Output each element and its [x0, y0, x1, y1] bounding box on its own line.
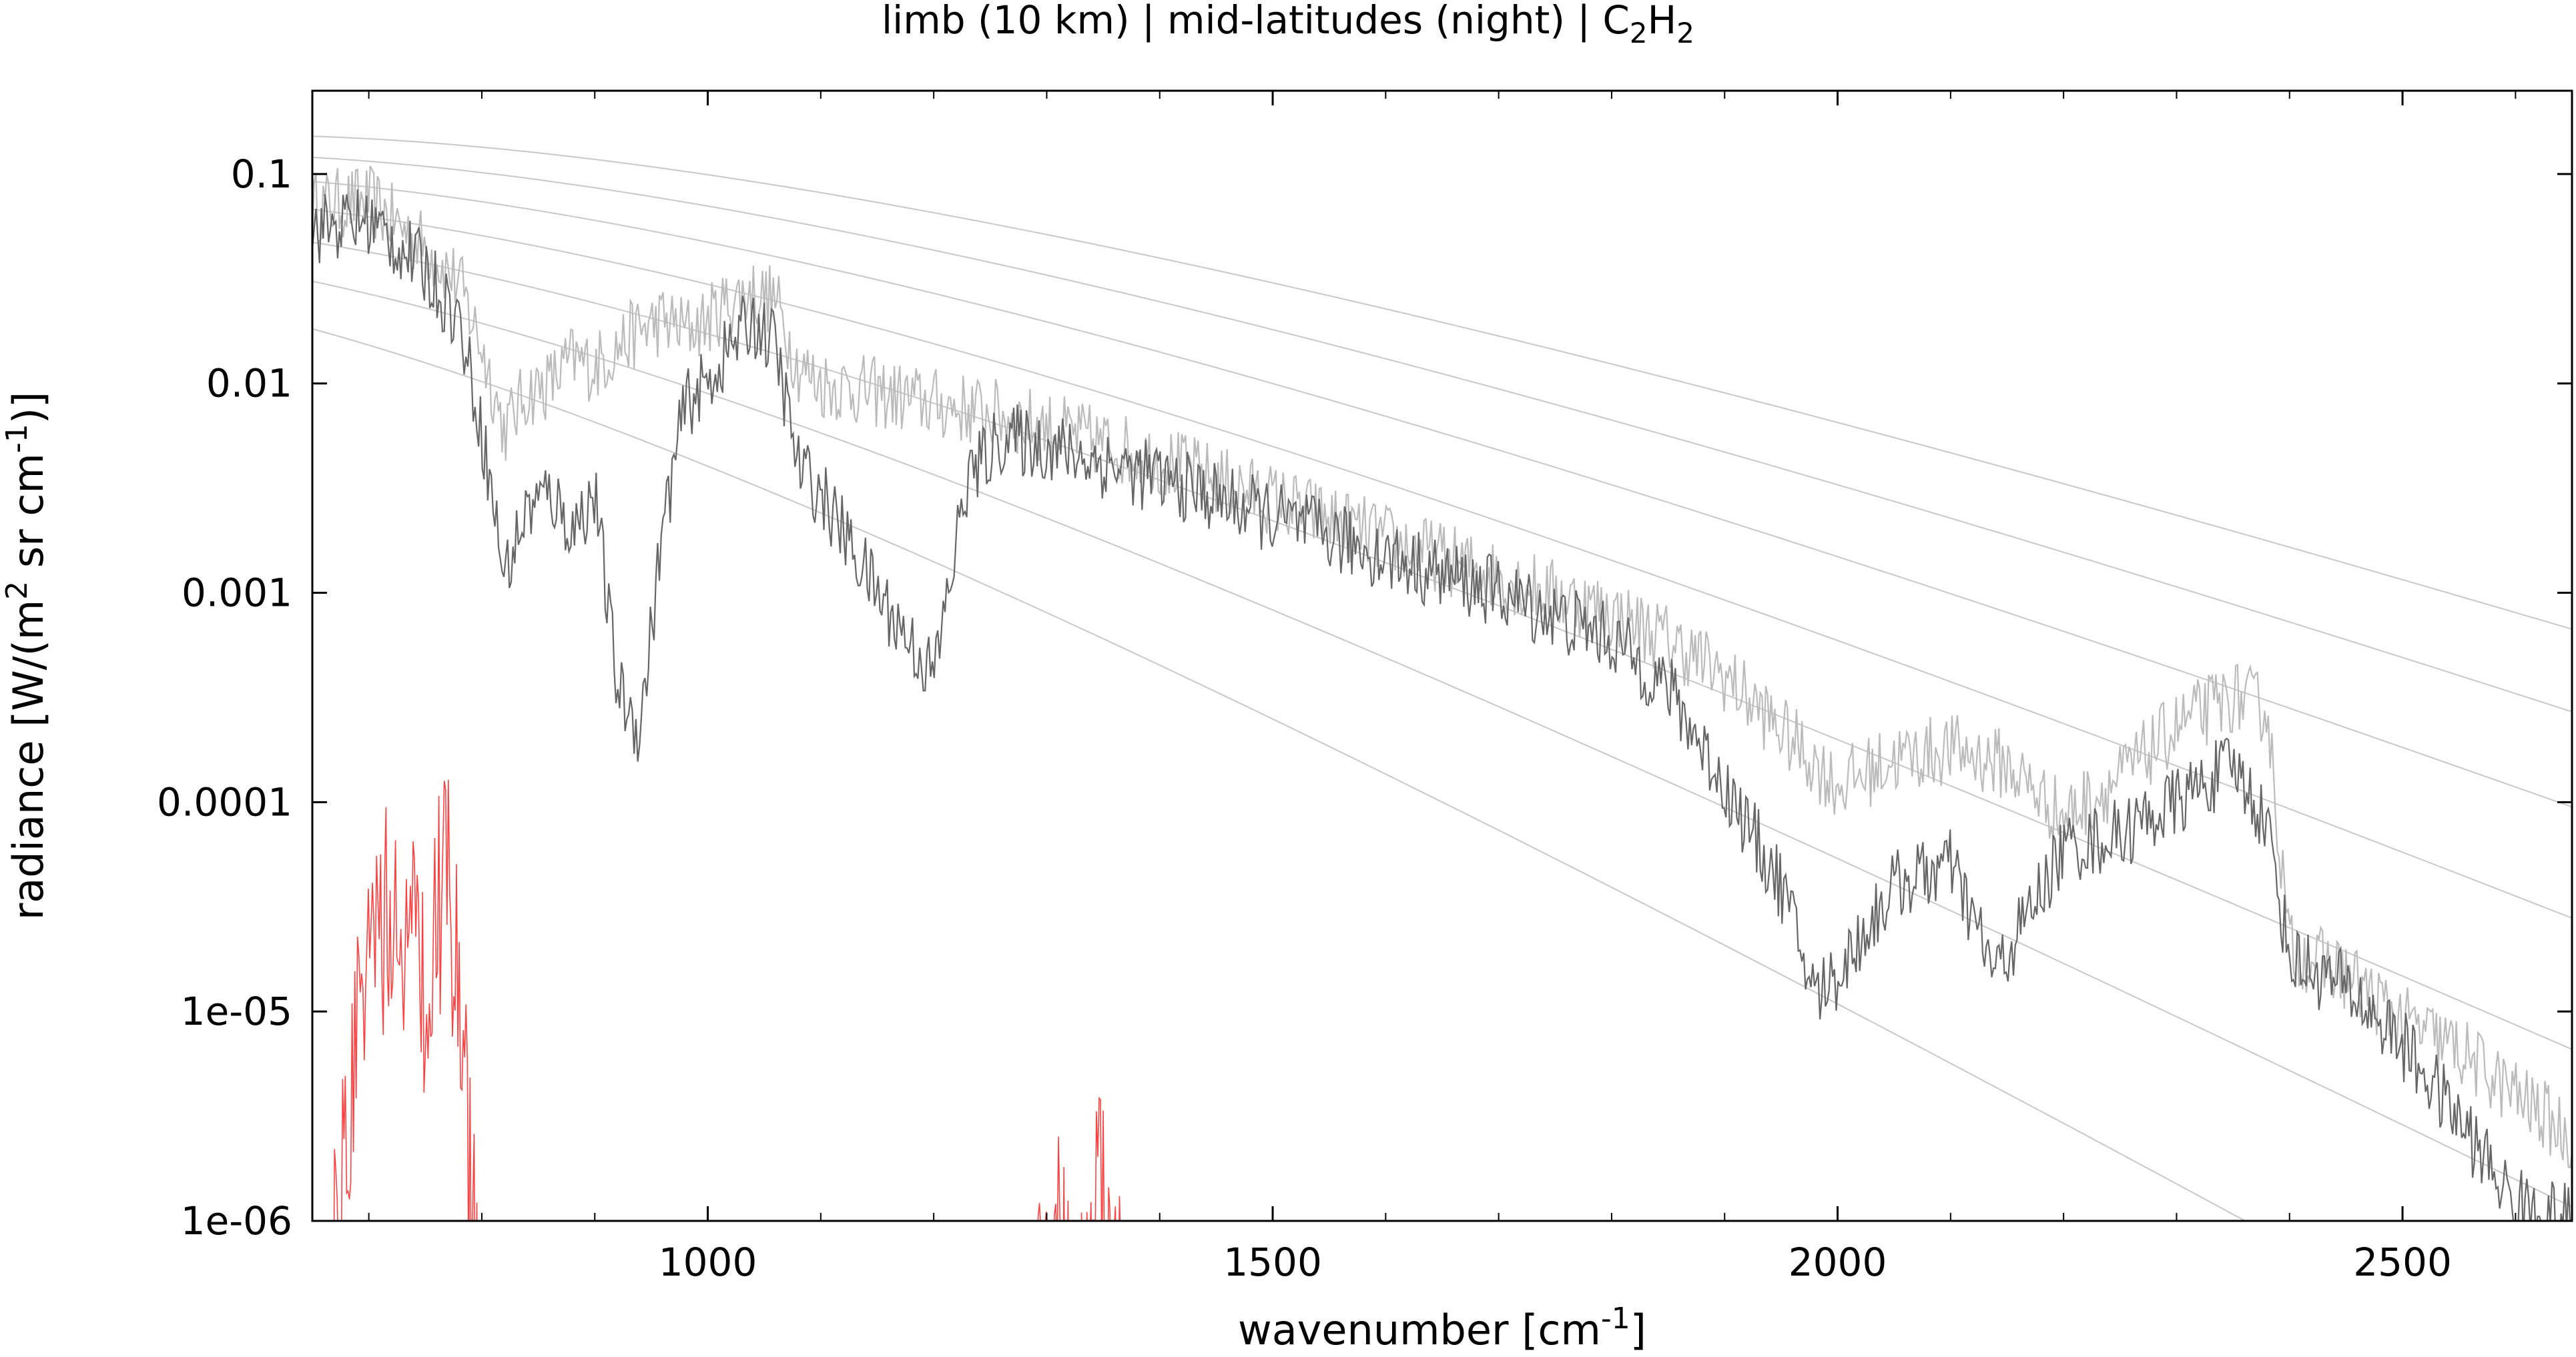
chart-title-sub2: 2 [1676, 17, 1694, 49]
y-tick-label-0.01: 0.01 [206, 361, 292, 406]
x-axis-label: wavenumber [cm-1] [1238, 1302, 1646, 1354]
y-tick-label-0.001: 0.001 [182, 570, 292, 616]
y-tick-label-0.0001: 0.0001 [157, 779, 292, 825]
planck-curve-300K [312, 135, 2572, 630]
y-axis-ticks: 0.1 0.01 0.001 0.0001 1e-05 1e-06 [157, 151, 2572, 1244]
plot-frame [311, 89, 2573, 1222]
series-c2h2-contribution-band-2 [1037, 1096, 1121, 1221]
plot-area: 1000 1500 2000 2500 0.1 0.01 0.001 0.0001 1e-05… [157, 89, 2573, 1285]
y-axis-label-a: radiance [W/(m [4, 600, 53, 920]
chart-title-mid: H [1648, 0, 1677, 43]
series-total-radiance-envelope [312, 165, 2572, 1169]
planck-reference-curves [312, 135, 2572, 1221]
planck-curve-280K [312, 156, 2572, 713]
y-axis-label-sup2: -1 [0, 424, 34, 453]
series-total-radiance-lower [312, 189, 2571, 1221]
y-tick-label-0.1: 0.1 [231, 151, 292, 197]
chart-title: limb (10 km) | mid-latitudes (night) | C… [882, 0, 1694, 49]
series-layer [312, 165, 2572, 1221]
x-tick-label-2000: 2000 [1789, 1240, 1887, 1285]
chart-title-sub1: 2 [1630, 17, 1648, 49]
planck-curve-180K [312, 328, 2247, 1221]
planck-curve-200K [312, 280, 2572, 1208]
x-axis-label-sup: -1 [1601, 1302, 1630, 1336]
y-tick-label-1e-06: 1e-06 [181, 1198, 292, 1244]
y-axis-label: radiance [W/(m2 sr cm-1)] [0, 392, 53, 920]
y-axis-label-sup1: 2 [0, 581, 34, 600]
x-axis-label-main: wavenumber [cm [1238, 1306, 1601, 1354]
x-tick-label-1000: 1000 [659, 1240, 757, 1285]
x-axis-ticks: 1000 1500 2000 2500 [368, 91, 2517, 1285]
chart-title-main: limb (10 km) | mid-latitudes (night) | C [882, 0, 1630, 43]
y-axis-label-c: )] [4, 392, 53, 424]
planck-curve-260K [312, 181, 2572, 808]
series-c2h2-contribution-band-1 [331, 779, 478, 1221]
x-axis-label-end: ] [1630, 1306, 1646, 1354]
x-tick-label-1500: 1500 [1223, 1240, 1322, 1285]
planck-curve-220K [312, 242, 2572, 1050]
x-tick-label-2500: 2500 [2353, 1240, 2452, 1285]
y-tick-label-1e-05: 1e-05 [181, 989, 292, 1034]
y-axis-label-b: sr cm [4, 453, 53, 581]
